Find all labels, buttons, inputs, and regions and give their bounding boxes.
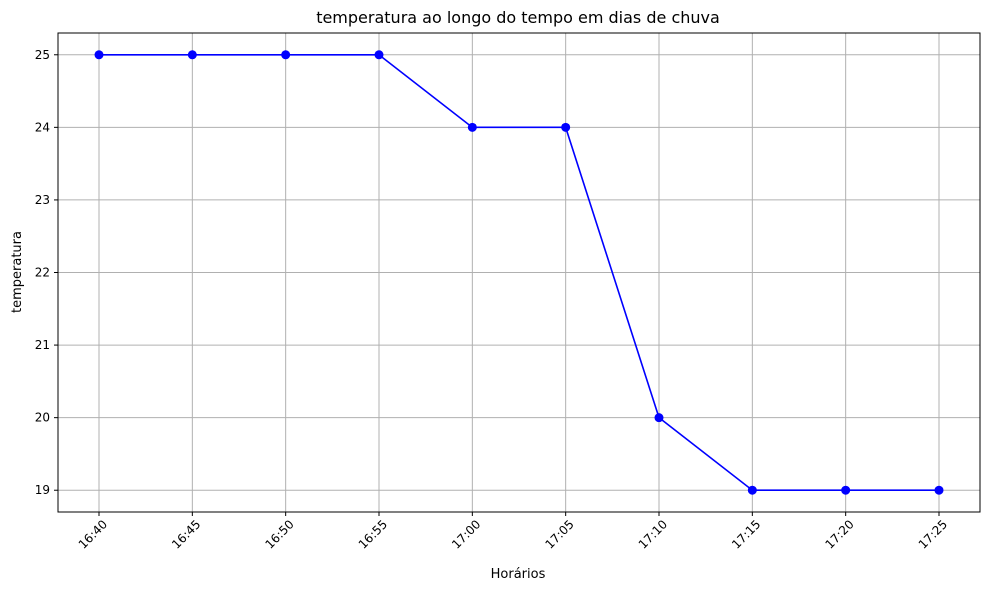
y-tick-label: 23 xyxy=(35,193,50,207)
tick-layer: 16:40 16:45 16:50 16:55 17:00 17:05 17:10 17:15… xyxy=(35,48,950,552)
data-point xyxy=(187,50,197,60)
x-tick-label: 17:05 xyxy=(542,517,576,551)
x-tick-label: 17:25 xyxy=(916,517,950,551)
data-point xyxy=(747,485,757,495)
x-tick-label: 16:40 xyxy=(76,517,110,551)
data-point xyxy=(281,50,291,60)
y-axis-label: temperatura xyxy=(10,231,25,313)
data-point xyxy=(561,122,571,132)
y-tick-label: 24 xyxy=(35,120,50,134)
x-tick-label: 16:45 xyxy=(169,517,203,551)
data-point xyxy=(467,122,477,132)
x-axis-label: Horários xyxy=(491,567,546,582)
series-layer xyxy=(94,50,944,495)
x-tick-label: 17:10 xyxy=(636,517,670,551)
x-tick-label: 17:20 xyxy=(822,517,856,551)
data-point xyxy=(934,485,944,495)
plot-frame xyxy=(57,32,981,513)
x-tick-label: 16:50 xyxy=(262,517,296,551)
x-tick-label: 17:00 xyxy=(449,517,483,551)
grid-layer xyxy=(58,33,980,512)
chart-title: temperatura ao longo do tempo em dias de… xyxy=(316,8,720,27)
y-tick-label: 20 xyxy=(35,411,50,425)
x-tick-label: 17:15 xyxy=(729,517,763,551)
series-line xyxy=(99,53,939,492)
x-tick-label: 16:55 xyxy=(356,517,390,551)
data-point xyxy=(374,50,384,60)
data-point xyxy=(841,485,851,495)
y-tick-label: 21 xyxy=(35,338,50,352)
y-tick-label: 25 xyxy=(35,48,50,62)
data-point xyxy=(654,413,664,423)
y-tick-label: 19 xyxy=(35,483,50,497)
y-tick-label: 22 xyxy=(35,266,50,280)
data-point xyxy=(94,50,104,60)
